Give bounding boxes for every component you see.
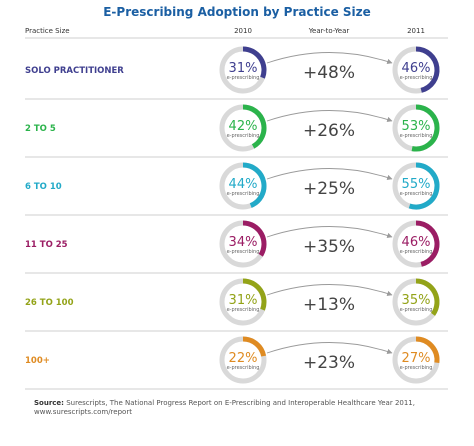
row-4-arrow	[266, 226, 393, 239]
row-3-donut-2010-sublabel: e-prescribing	[227, 191, 260, 197]
header-practice-size: Practice Size	[25, 27, 70, 35]
row-2-donut-2011-sublabel: e-prescribing	[400, 133, 433, 139]
row-4-donut-2011-arc	[415, 220, 440, 267]
row-2-change: +26%	[303, 121, 355, 141]
header-2011: 2011	[407, 27, 425, 35]
row-6-donut-2010-sublabel: e-prescribing	[227, 365, 260, 371]
source-note: Source: Surescripts, The National Progre…	[34, 399, 464, 417]
header-2010: 2010	[234, 27, 252, 35]
row-6-donut-2011-value: 27%	[402, 351, 431, 366]
source-line-2: www.surescripts.com/report	[34, 408, 132, 416]
chart-title: E-Prescribing Adoption by Practice Size	[103, 5, 371, 19]
row-3-donut-2010-value: 44%	[229, 177, 258, 192]
source-label: Source:	[34, 399, 64, 407]
row-3-donut-2010-arc	[242, 162, 267, 208]
row-5-donut-2011-arc	[415, 278, 440, 316]
header-year-to-year: Year-to-Year	[308, 27, 350, 35]
row-6-arrow	[266, 342, 393, 355]
row-3-donut-2011-value: 55%	[402, 177, 431, 192]
row-2-arrow	[266, 110, 393, 123]
row-1-label: SOLO PRACTITIONER	[25, 66, 124, 76]
row-4-donut-2010-value: 34%	[229, 235, 258, 250]
row-1-donut-2010-sublabel: e-prescribing	[227, 75, 260, 81]
row-1-change: +48%	[303, 63, 355, 83]
row-4-donut-2010-arc	[242, 220, 267, 257]
row-2-donut-2011-arc	[411, 104, 440, 152]
row-3-arrow	[266, 168, 393, 181]
row-1-arrow	[266, 52, 393, 65]
row-2-donut-2010-sublabel: e-prescribing	[227, 133, 260, 139]
row-3-change: +25%	[303, 179, 355, 199]
row-6-label: 100+	[25, 356, 50, 366]
source-line-1: Surescripts, The National Progress Repor…	[66, 399, 415, 407]
row-1-donut-2011-arc	[415, 46, 440, 93]
row-2-donut-2011-value: 53%	[402, 119, 431, 134]
row-4-donut-2011-sublabel: e-prescribing	[400, 249, 433, 255]
row-4-donut-2010-sublabel: e-prescribing	[227, 249, 260, 255]
row-6-donut-2011-sublabel: e-prescribing	[400, 365, 433, 371]
row-6-change: +23%	[303, 353, 355, 373]
row-5-donut-2010-value: 31%	[229, 293, 258, 308]
row-2-label: 2 TO 5	[25, 124, 56, 134]
row-6-donut-2010-arc	[242, 336, 267, 357]
row-1-donut-2010-arc	[242, 46, 267, 79]
row-2-donut-2010-arc	[242, 104, 267, 149]
row-2-donut-2010-value: 42%	[229, 119, 258, 134]
row-5-label: 26 TO 100	[25, 298, 74, 308]
row-1-donut-2010-value: 31%	[229, 61, 258, 76]
row-4-label: 11 TO 25	[25, 240, 68, 250]
row-1-donut-2011-value: 46%	[402, 61, 431, 76]
row-1-donut-2011-sublabel: e-prescribing	[400, 75, 433, 81]
row-5-donut-2010-sublabel: e-prescribing	[227, 307, 260, 313]
row-5-donut-2011-sublabel: e-prescribing	[400, 307, 433, 313]
row-6-donut-2011-arc	[415, 336, 440, 363]
row-6-donut-2010-value: 22%	[229, 351, 258, 366]
row-3-donut-2011-sublabel: e-prescribing	[400, 191, 433, 197]
row-5-change: +13%	[303, 295, 355, 315]
row-5-arrow	[266, 284, 393, 297]
row-4-change: +35%	[303, 237, 355, 257]
row-3-donut-2011-arc	[408, 162, 440, 210]
row-5-donut-2011-value: 35%	[402, 293, 431, 308]
row-3-label: 6 TO 10	[25, 182, 62, 192]
row-5-donut-2010-arc	[242, 278, 267, 311]
row-4-donut-2011-value: 46%	[402, 235, 431, 250]
